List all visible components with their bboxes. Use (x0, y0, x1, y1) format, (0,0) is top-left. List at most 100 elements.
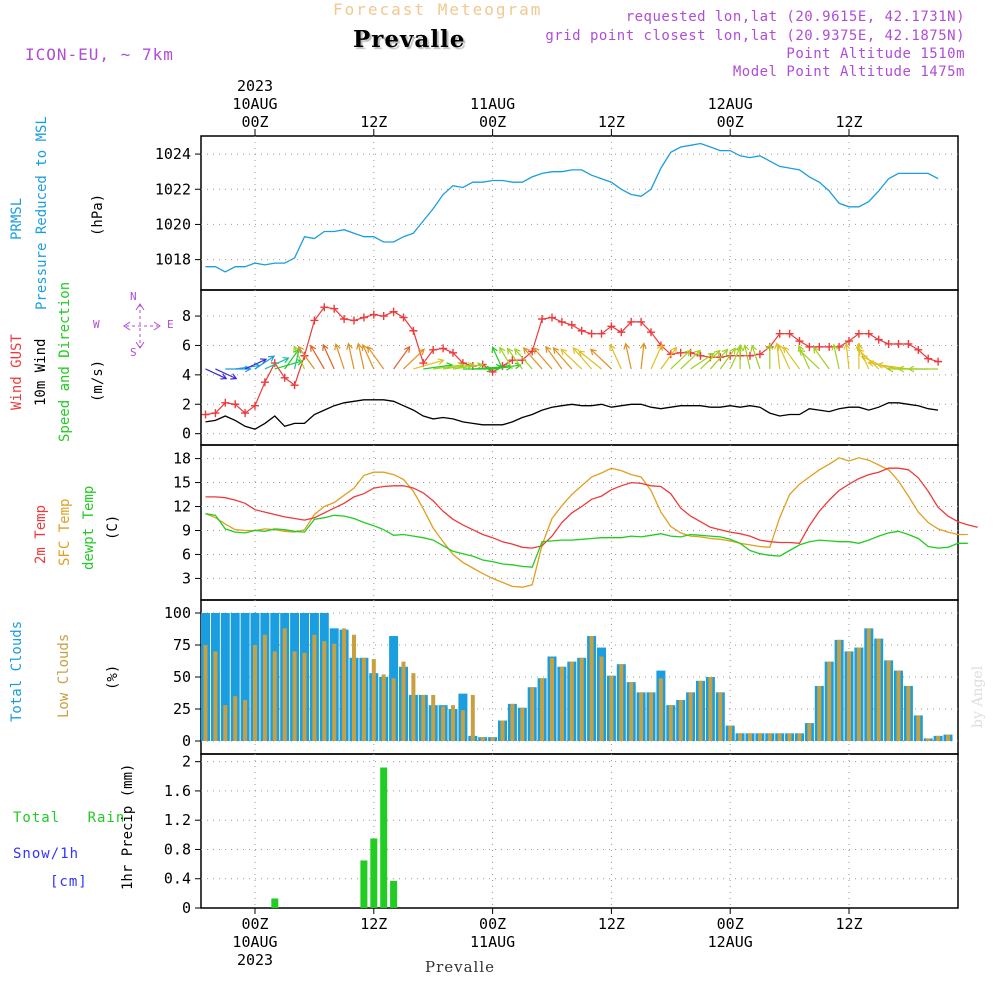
wind-arrow-head (684, 349, 692, 357)
wind-arrow (650, 344, 663, 370)
wind-arrow-head (437, 358, 445, 365)
rain-label: Total Rain (13, 810, 126, 826)
bottom-time-label: 00Z (479, 915, 506, 933)
wind-line (205, 399, 939, 430)
wind-arrow (670, 350, 691, 370)
wind-arrow (367, 346, 385, 370)
footer-location: Prevalle (425, 958, 496, 976)
wind-arrow-head (886, 365, 894, 373)
wind-arrow (783, 346, 800, 370)
ytick-label-temp: 18 (173, 450, 191, 468)
wind-arrow-head (656, 343, 663, 351)
wind-arrow-head (876, 361, 884, 369)
low-cloud-bar (520, 707, 525, 741)
wind-arrow (572, 347, 593, 370)
low-cloud-bar (569, 661, 574, 741)
top-time-label: 2023 (237, 77, 273, 95)
ytick-label-precip: 1.2 (164, 811, 191, 829)
wind-arrow (310, 345, 325, 370)
low-cloud-bar (708, 677, 713, 741)
t2m-line (205, 467, 978, 549)
low-cloud-bar (579, 657, 584, 741)
low-cloud-bar (589, 636, 594, 741)
gust-point (647, 328, 655, 337)
ytick-label-precip: 0 (182, 899, 191, 917)
wind-arrow-head (907, 365, 915, 373)
wind-arrow (403, 348, 425, 370)
low-cloud-bar (906, 685, 911, 741)
total-cloud-bar (230, 613, 240, 741)
rain-bar (380, 767, 388, 908)
wind-arrow (609, 344, 622, 370)
wind-arrow (492, 346, 504, 370)
bottom-time-label: 12AUG (708, 933, 753, 951)
gust-point (340, 314, 349, 323)
wind-arrow (552, 347, 573, 370)
gust-point (607, 322, 616, 331)
rain-bar (390, 880, 398, 908)
wind-arrow-head (639, 342, 647, 350)
low-cloud-bar (728, 725, 733, 741)
ytick-label-wind: 0 (182, 425, 191, 443)
low-cloud-bar (599, 656, 604, 741)
wind-arrow (709, 349, 728, 370)
gust-point (211, 409, 220, 418)
ytick-label-pressure: 1022 (155, 180, 191, 198)
bottom-time-label: 00Z (717, 915, 744, 933)
wind-arrow (719, 347, 736, 370)
wind-arrow-head (491, 346, 498, 354)
snow-unit: [cm] (50, 874, 88, 890)
gust-point (201, 410, 210, 419)
wind-arrow-head (857, 348, 865, 356)
wind-arrow (254, 355, 275, 370)
wind-arrow (297, 346, 315, 370)
wind-arrow (443, 364, 474, 370)
low-cloud-bar (886, 660, 891, 741)
low-cloud-bar (896, 670, 901, 741)
wind-arrow (413, 359, 444, 370)
wind-arrow (660, 347, 677, 370)
gust-point (874, 335, 883, 344)
rain-bar (271, 898, 279, 908)
wind-arrow-head (766, 343, 774, 350)
wind-arrow-head (623, 342, 631, 350)
low-cloud-bar (292, 651, 297, 741)
low-cloud-bar (223, 705, 228, 741)
wind-arrow-head (418, 348, 425, 356)
gust-point (904, 339, 913, 348)
wind-arrow (433, 364, 464, 370)
wind-arrow (284, 349, 300, 370)
bottom-time-label: 00Z (241, 915, 268, 933)
low-cloud-bar (431, 694, 436, 741)
wind-arrow (357, 343, 365, 370)
wind-arrow (215, 368, 237, 380)
gust-point (637, 317, 646, 326)
wind-arrow-head (577, 350, 585, 357)
gust-point (359, 313, 368, 322)
wind-arrow (423, 364, 453, 370)
wind-arrow (690, 352, 715, 370)
wind-arrow-head (293, 345, 300, 353)
gust-point (548, 313, 556, 322)
bottom-time-label: 10AUG (232, 933, 277, 951)
gust-point (330, 304, 339, 313)
low-cloud-bar (272, 651, 277, 741)
gust-point (231, 400, 240, 409)
gust-point (260, 378, 269, 387)
low-cloud-bar (411, 673, 416, 741)
grid-point-coords: grid point closest lon,lat (20.9375E, 42… (545, 28, 965, 44)
top-time-label: 12Z (598, 113, 625, 131)
total-cloud-bar (220, 613, 230, 741)
wind-arrow-head (403, 345, 411, 353)
low-cloud-bar (807, 723, 812, 741)
wind-arrow (861, 355, 889, 370)
gust-point (251, 401, 259, 410)
low-cloud-bar (470, 694, 475, 741)
low-cloud-bar (619, 664, 624, 741)
wind-arrow-head (361, 343, 369, 351)
ytick-label-pressure: 1018 (155, 251, 191, 269)
wind-arrow-head (322, 343, 329, 351)
low-cloud-bar (748, 733, 752, 741)
gust-point (557, 317, 566, 326)
low-cloud-bar (203, 645, 208, 741)
